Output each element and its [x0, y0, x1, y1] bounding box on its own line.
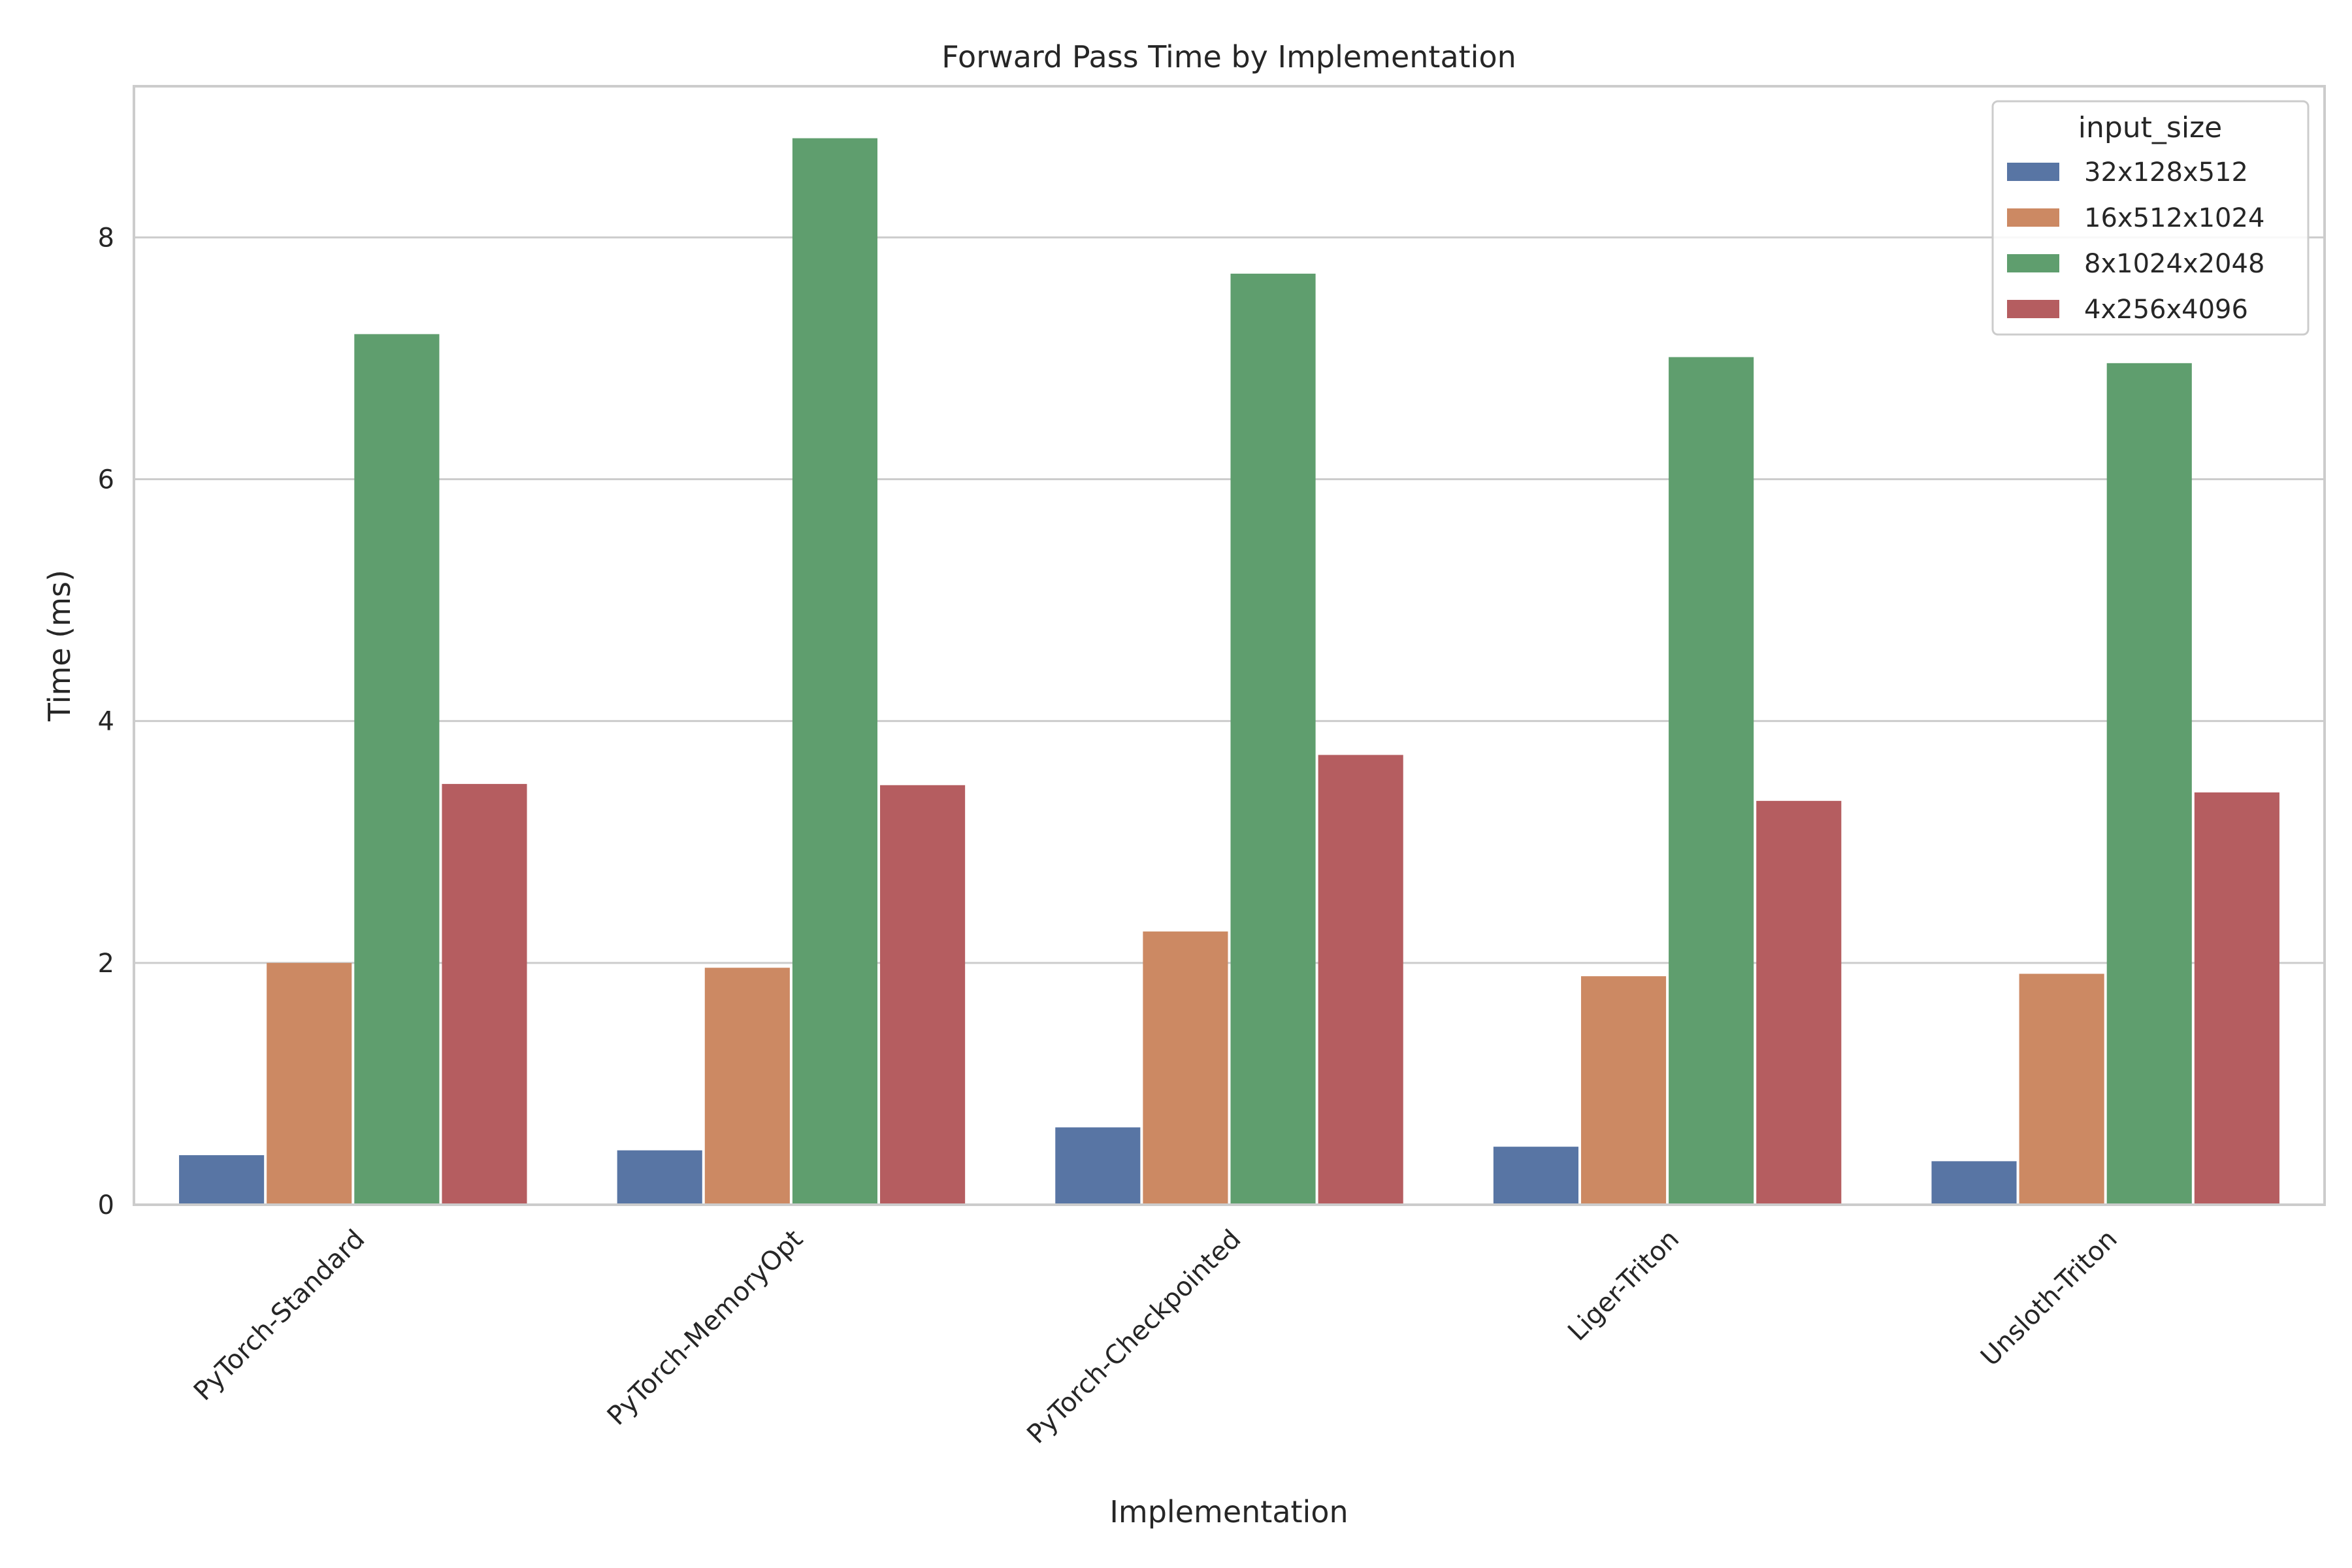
y-tick-label: 0: [98, 1190, 114, 1220]
bar: [1318, 755, 1403, 1205]
bar: [354, 334, 440, 1205]
bar: [1931, 1161, 2017, 1205]
bar: [1493, 1147, 1578, 1205]
legend-label: 8x1024x2048: [2084, 249, 2264, 279]
bar: [792, 138, 878, 1205]
legend-swatch: [2007, 254, 2059, 272]
bar: [267, 962, 352, 1205]
bar: [880, 785, 966, 1205]
legend-swatch: [2007, 163, 2059, 181]
legend-title: input_size: [2078, 111, 2223, 144]
bar: [1055, 1127, 1141, 1205]
bar: [1230, 273, 1316, 1205]
legend-swatch: [2007, 208, 2059, 227]
legend-box: [1991, 100, 2310, 336]
bar: [2194, 792, 2279, 1205]
legend-swatch: [2007, 300, 2059, 318]
legend-label: 32x128x512: [2084, 157, 2248, 188]
y-tick-label: 6: [98, 465, 114, 495]
chart-title: Forward Pass Time by Implementation: [941, 39, 1516, 74]
y-tick-label: 4: [98, 707, 114, 737]
y-tick-labels: 0 2 4 6 8: [98, 223, 114, 1220]
bar: [617, 1150, 702, 1205]
plot-frame: [133, 85, 2326, 1206]
bar: [704, 968, 790, 1205]
legend-label: 4x256x4096: [2084, 295, 2248, 325]
x-axis-label: Implementation: [1109, 1494, 1348, 1529]
legend-label: 16x512x1024: [2084, 203, 2264, 233]
bar: [1669, 357, 1754, 1205]
legend: input_size 32x128x512 16x512x1024 8x1024x2…: [1991, 100, 2310, 336]
bar: [1756, 800, 1842, 1205]
bar: [2019, 973, 2104, 1205]
bar: [442, 783, 527, 1205]
bar: [179, 1155, 265, 1205]
bar: [1580, 976, 1667, 1205]
y-tick-label: 2: [98, 949, 114, 979]
bar: [1143, 931, 1228, 1205]
y-tick-label: 8: [98, 223, 114, 253]
bars: [179, 138, 2279, 1205]
bar: [2106, 363, 2192, 1205]
legend-items: 32x128x512 16x512x1024 8x1024x2048 4x256x40…: [2007, 157, 2264, 325]
y-axis-label: Time (ms): [42, 570, 77, 722]
